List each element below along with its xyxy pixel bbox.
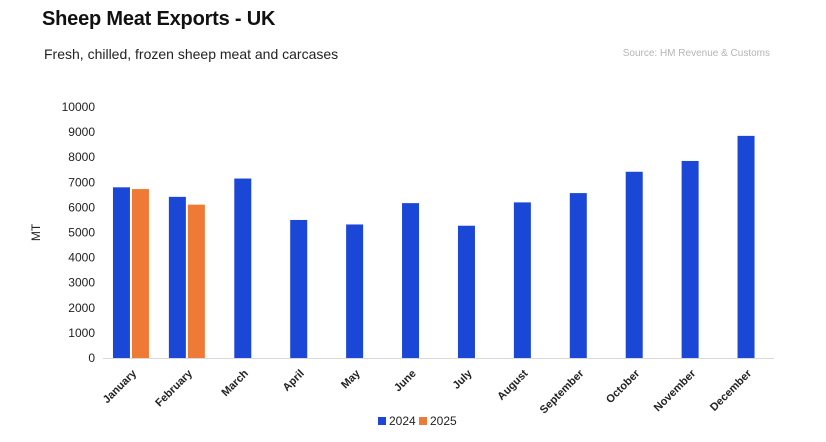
bar-2024-november: [681, 160, 699, 358]
y-tick-label: 2000: [68, 301, 95, 315]
x-tick-label: December: [708, 367, 755, 414]
bar-2024-august: [513, 202, 531, 358]
chart-title: Sheep Meat Exports - UK: [42, 8, 276, 30]
x-tick-label: August: [495, 367, 531, 403]
bar-2024-february: [168, 196, 186, 358]
y-axis: 0 1000 2000 3000 4000 5000 6000 7000 8000 9000 100…: [29, 100, 95, 365]
bars: [112, 135, 755, 358]
x-tick-label: February: [153, 367, 195, 409]
x-tick-label: November: [652, 367, 699, 414]
bar-2024-october: [625, 171, 643, 358]
x-tick-label: January: [101, 367, 140, 406]
y-tick-label: 6000: [68, 200, 95, 214]
bar-2025-february: [187, 204, 205, 358]
x-axis: January February March April May June July Augu…: [101, 358, 774, 416]
y-tick-label: 10000: [62, 100, 96, 114]
legend-label-2025: 2025: [430, 414, 457, 428]
chart-subtitle: Fresh, chilled, frozen sheep meat and ca…: [44, 46, 339, 62]
legend-swatch-2025: [419, 417, 427, 425]
bar-2024-december: [737, 135, 755, 358]
legend-swatch-2024: [378, 417, 386, 425]
y-tick-label: 1000: [68, 326, 95, 340]
y-tick-label: 8000: [68, 150, 95, 164]
y-tick-label: 3000: [68, 276, 95, 290]
x-tick-label: September: [538, 367, 587, 416]
source-note: Source: HM Revenue & Customs: [622, 48, 770, 59]
bar-2024-april: [290, 219, 308, 358]
x-tick-label: July: [451, 367, 476, 392]
bar-2024-july: [457, 225, 475, 358]
bar-2024-september: [569, 193, 587, 358]
y-tick-label: 4000: [68, 251, 95, 265]
y-tick-label: 9000: [68, 125, 95, 139]
y-tick-label: 5000: [68, 226, 95, 240]
x-tick-label: April: [281, 368, 307, 394]
legend-label-2024: 2024: [389, 414, 416, 428]
legend: 2024 2025: [378, 414, 457, 428]
bar-2024-march: [234, 178, 252, 358]
bar-2024-may: [346, 224, 364, 358]
y-axis-label: MT: [29, 223, 43, 241]
bar-2025-january: [131, 189, 149, 358]
x-tick-label: May: [339, 367, 363, 391]
y-tick-label: 7000: [68, 175, 95, 189]
x-tick-label: June: [392, 368, 419, 395]
x-tick-label: March: [220, 367, 252, 399]
y-tick-label: 0: [88, 351, 95, 365]
bar-2024-june: [402, 203, 420, 358]
bar-2024-january: [112, 187, 130, 358]
x-tick-label: October: [604, 367, 643, 406]
